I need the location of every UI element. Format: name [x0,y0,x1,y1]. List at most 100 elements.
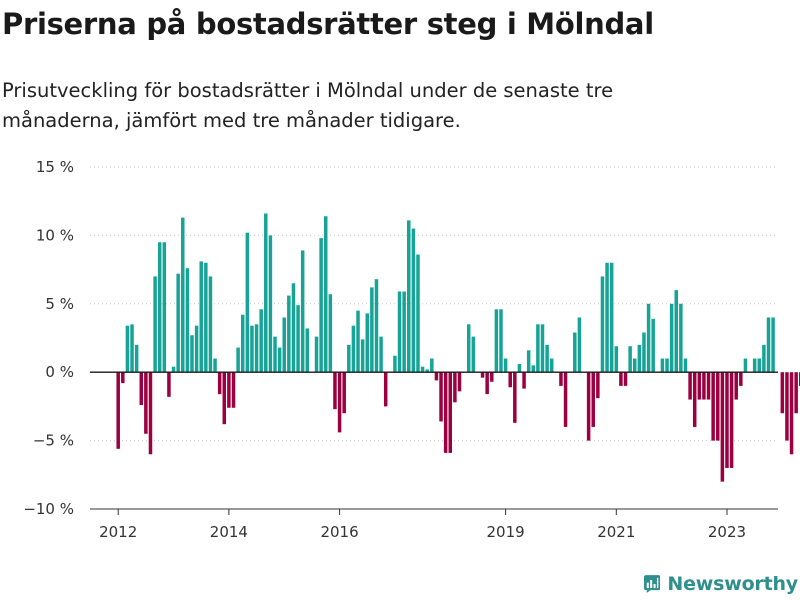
bar [586,372,591,441]
bar [794,372,798,414]
newsworthy-logo[interactable]: Newsworthy [644,568,798,600]
bar [379,336,383,373]
bar [466,324,471,373]
bar [702,372,706,400]
x-tick-label: 2023 [708,523,746,541]
bar [250,325,254,373]
axes [90,371,778,515]
bar [245,232,250,373]
bar [637,344,642,373]
bar [559,372,563,386]
bar [766,317,771,373]
bar [729,372,734,468]
bar [121,372,125,384]
bar [139,372,144,406]
y-tick-label: 0 % [45,363,74,381]
bar [494,309,499,373]
bar [374,279,379,373]
bar [632,358,637,373]
bar [231,372,236,408]
bar [337,372,342,433]
bar [347,344,351,373]
bar [785,372,789,441]
bar [563,372,568,427]
bar [771,317,775,373]
bar [508,372,512,388]
bar [540,324,545,373]
y-tick-label: 5 % [45,295,74,313]
bar [217,372,222,395]
x-tick-label: 2021 [597,523,635,541]
bar [393,355,397,373]
bar [614,346,619,373]
bar [130,324,134,373]
bar [402,291,406,373]
bar [697,372,702,400]
bar [443,372,448,453]
bar [323,216,328,373]
bar [240,314,245,373]
bar [356,310,360,373]
bars [116,213,800,482]
y-tick-label: 15 % [36,158,74,176]
bar-chart-logo-icon [644,575,661,593]
bar [526,350,531,373]
bar [448,372,453,453]
bar [227,372,231,408]
bar [416,254,420,373]
brand-name: Newsworthy [667,573,798,595]
bar [365,313,369,373]
bar [319,238,323,373]
bar [549,358,554,373]
bar [757,358,762,373]
bar [457,372,462,392]
bar [411,228,416,373]
bar [711,372,715,441]
y-tick-label: −5 % [33,432,74,450]
bar [259,309,263,373]
bar [185,268,190,373]
bar [642,332,646,373]
bar [176,273,180,373]
bar [144,372,148,434]
bar [360,339,365,373]
bar [199,261,203,373]
y-tick-label: 10 % [36,226,74,244]
bar [499,309,503,373]
bar [665,358,669,373]
bar [716,372,720,441]
bar [706,372,711,400]
bar [651,318,655,373]
bar [236,347,240,373]
bar [577,317,582,373]
bar [669,303,674,373]
bar [739,372,743,386]
bar [628,346,632,373]
bar [480,372,485,378]
labels: 15 % 10 % 5 % 0 % −5 % −10 % 2012 2014 2016 2019 2… [23,158,746,541]
bar [430,358,434,373]
bar [254,324,259,373]
bar [646,303,651,373]
bar [692,372,697,427]
bar [573,332,577,373]
bar [517,363,522,373]
bar [181,217,185,373]
chart-title: Priserna på bostadsrätter steg i Mölndal [2,7,654,41]
bar [383,372,388,407]
bar [780,372,785,414]
bar [752,358,757,373]
bar [536,324,540,373]
bar [157,242,162,373]
bar [545,344,549,373]
bar [485,372,489,395]
bar [522,372,526,389]
bar [208,276,213,373]
bar [333,372,337,410]
bar [439,372,443,422]
bar [490,372,494,382]
x-tick-label: 2016 [320,523,358,541]
bar [420,366,425,373]
bar [305,328,310,373]
bar [688,372,692,400]
